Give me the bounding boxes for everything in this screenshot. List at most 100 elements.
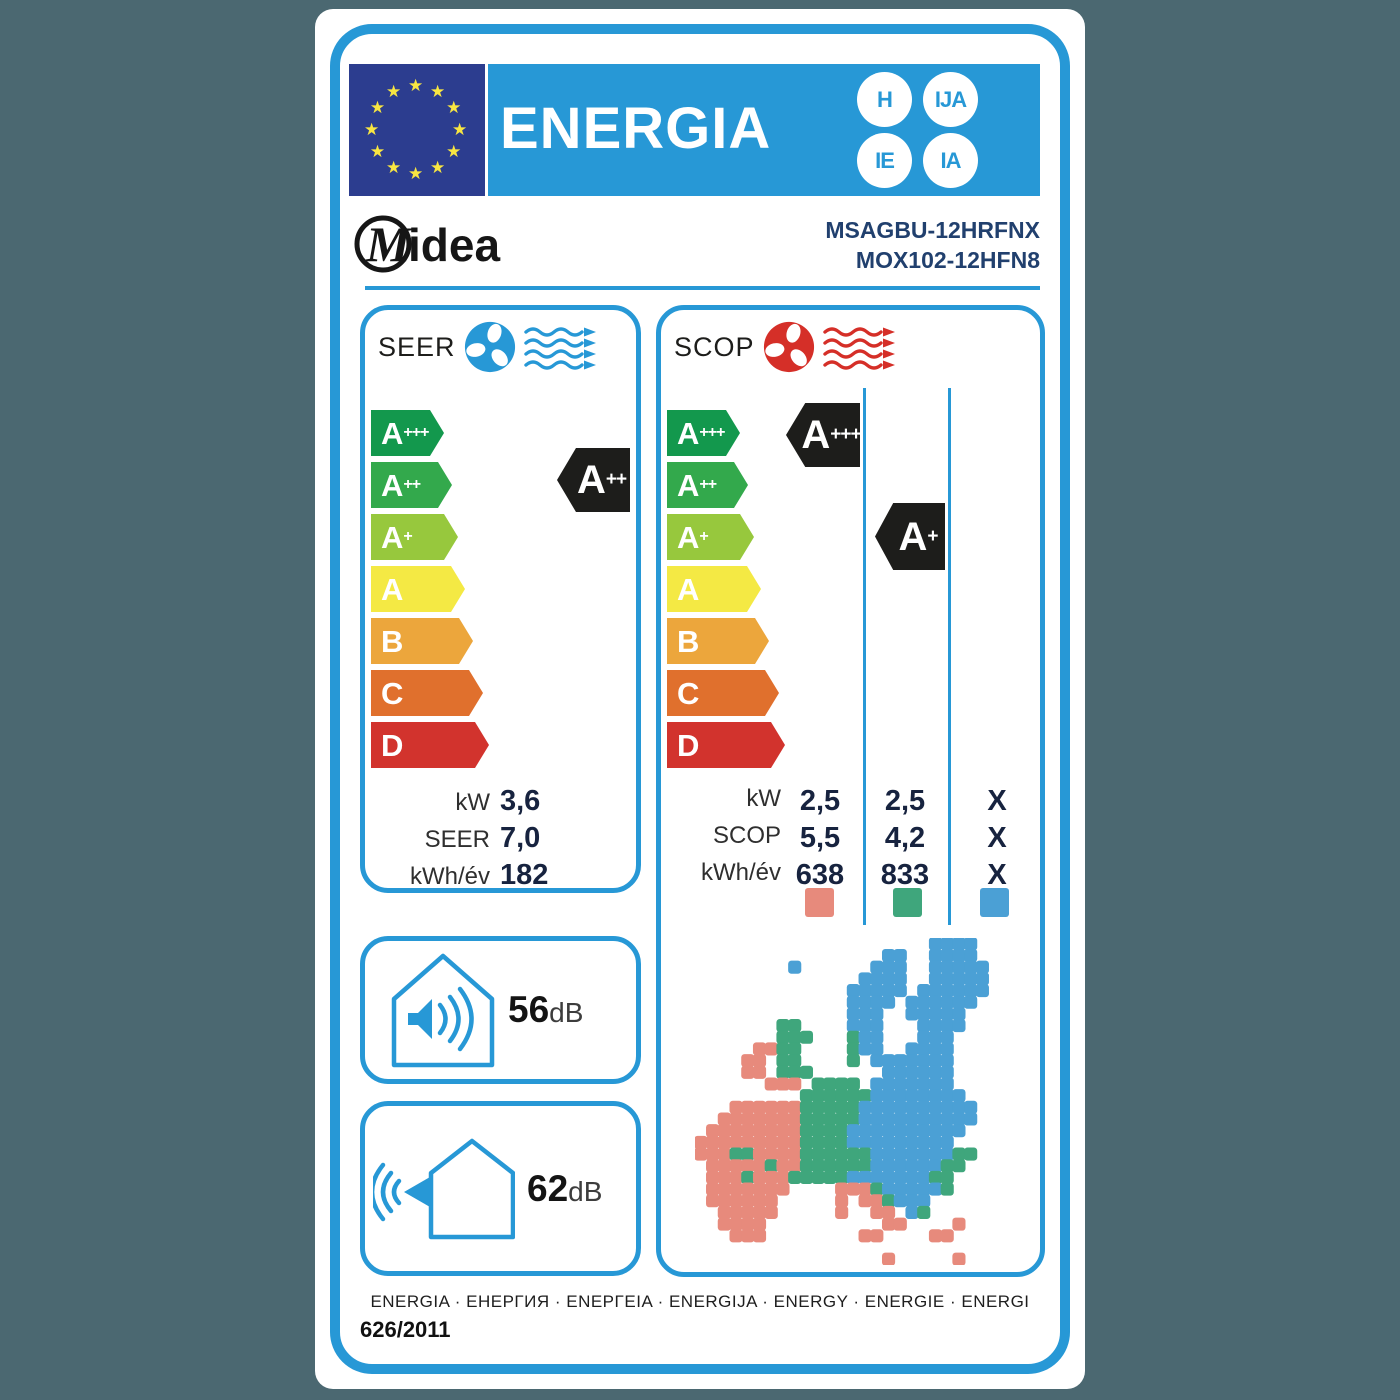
eu-star: ★ [364,120,380,139]
eu-star: ★ [369,142,386,161]
column-divider-1 [863,388,866,925]
airflow-icon [523,327,596,370]
outdoor-noise-icon [373,1138,515,1239]
eu-star: ★ [369,98,386,117]
language-strip: ENERGIA · ЕНЕРГИЯ · ΕΝΕΡΓΕΙΑ · ENERGIJA … [370,1292,1030,1311]
scop-kwh-warm: 638 [795,859,845,891]
grade-arrow-A++: A ++ [371,462,452,508]
scop-panel: SCOP [656,305,1045,1277]
seer-kw-row: kW 3,6 [365,785,636,818]
scop-kw-label: kW [746,785,781,812]
seer-kwh-value: 182 [500,859,549,891]
outdoor-noise-box: 62dB [360,1101,641,1276]
badge-ia: IA [923,133,978,188]
grade-arrow-A+: A + [371,514,458,560]
seer-header: SEER [378,320,608,374]
energia-title: ENERGIA [500,96,772,162]
eu-star: ★ [430,81,446,101]
grade-arrow-A+++: A +++ [667,410,740,456]
badge-ie: IE [857,133,912,188]
scop-kw-warm: 2,5 [799,785,841,817]
seer-kwh-row: kWh/év 182 [365,859,636,892]
midea-logo: M idea [351,207,551,278]
seer-kwh-label: kWh/év [409,863,490,890]
indoor-db-unit: dB [549,997,584,1028]
seer-seer-row: SEER 7,0 [365,822,636,855]
svg-text:M: M [365,216,412,272]
grade-arrow-B: B [667,618,769,664]
energia-banner: ENERGIA H IJA IE IA [488,64,1040,196]
header-divider [365,286,1040,290]
scop-header: SCOP [674,320,907,374]
eu-star: ★ [386,158,402,178]
language-badges: H IJA IE IA [857,72,978,188]
scop-scop-average: 4,2 [884,822,926,854]
model-numbers: MSAGBU-12HRFNX MOX102-12HFN8 [825,215,1040,275]
eu-star: ★ [408,76,424,95]
grade-arrow-C: C [667,670,779,716]
grade-arrow-D: D [371,722,489,768]
scop-scop-cold: X [987,822,1007,854]
grade-arrow-A+++: A +++ [371,410,444,456]
midea-logo-graphic: M idea [354,215,500,273]
indoor-db-number: 56 [508,989,550,1030]
seer-panel: SEER [360,305,641,893]
scop-scop-label: SCOP [712,822,781,849]
grade-arrow-C: C [371,670,483,716]
scop-scop-row: SCOP 5,5 4,2 X [661,822,1040,854]
fan-icon [763,321,814,373]
scop-kw-cold: X [987,785,1007,817]
grade-arrow-A: A [371,566,465,612]
indoor-noise-icon [391,953,495,1068]
scop-kwh-row: kWh/év 638 833 X [661,859,1040,891]
seer-rating-pointer: A ++ [557,448,630,512]
seer-seer-label: SEER [424,826,490,853]
scop-kwh-average: 833 [880,859,930,891]
eu-star: ★ [430,158,446,178]
zone-swatch-cold [980,888,1009,917]
scop-kw-average: 2,5 [884,785,926,817]
zone-swatch-warm [805,888,834,917]
seer-energy-scale: A +++ A ++ A + A B C D [371,410,489,774]
grade-arrow-B: B [371,618,473,664]
outdoor-noise-value: 62dB [527,1168,602,1210]
model-outdoor: MOX102-12HFN8 [855,247,1040,273]
model-indoor: MSAGBU-12HRFNX [825,217,1040,243]
eu-star: ★ [386,81,402,101]
seer-kw-value: 3,6 [500,785,541,817]
seer-kw-label: kW [455,789,490,816]
europe-climate-map [695,938,989,1265]
scop-rating-pointer-average: A + [875,503,945,570]
grade-arrow-D: D [667,722,785,768]
eu-flag: ★ ★ ★ ★ ★ ★ ★ ★ ★ ★ ★ ★ [349,64,485,196]
indoor-noise-box: 56dB [360,936,641,1084]
airflow-icon [822,327,895,370]
badge-h: H [857,72,912,127]
eu-star: ★ [446,98,462,117]
outdoor-db-unit: dB [568,1175,603,1207]
column-divider-2 [948,388,951,925]
badge-ija: IJA [923,72,978,127]
svg-text:idea: idea [408,219,500,271]
scop-kw-row: kW 2,5 2,5 X [661,785,1040,817]
scop-energy-scale: A +++ A ++ A + A B C D [667,410,785,774]
scop-kwh-cold: X [987,859,1007,891]
grade-arrow-A+: A + [667,514,754,560]
seer-label: SEER [378,331,456,362]
regulation-number: 626/2011 [360,1317,451,1342]
scop-kwh-label: kWh/év [700,859,781,886]
eu-star: ★ [408,164,424,183]
scop-rating-pointer-warm: A +++ [786,403,860,467]
grade-arrow-A: A [667,566,761,612]
grade-arrow-A++: A ++ [667,462,748,508]
scop-scop-warm: 5,5 [799,822,841,854]
eu-star: ★ [446,142,462,161]
scop-label: SCOP [674,331,755,362]
eu-star: ★ [452,120,468,139]
zone-swatch-average [893,888,922,917]
seer-seer-value: 7,0 [500,822,541,854]
outdoor-db-number: 62 [527,1167,569,1209]
energy-label: ★ ★ ★ ★ ★ ★ ★ ★ ★ ★ ★ ★ ENERGIA H IJA IE IA M idea … [315,9,1085,1389]
fan-icon [464,321,515,373]
indoor-noise-value: 56dB [508,989,583,1031]
